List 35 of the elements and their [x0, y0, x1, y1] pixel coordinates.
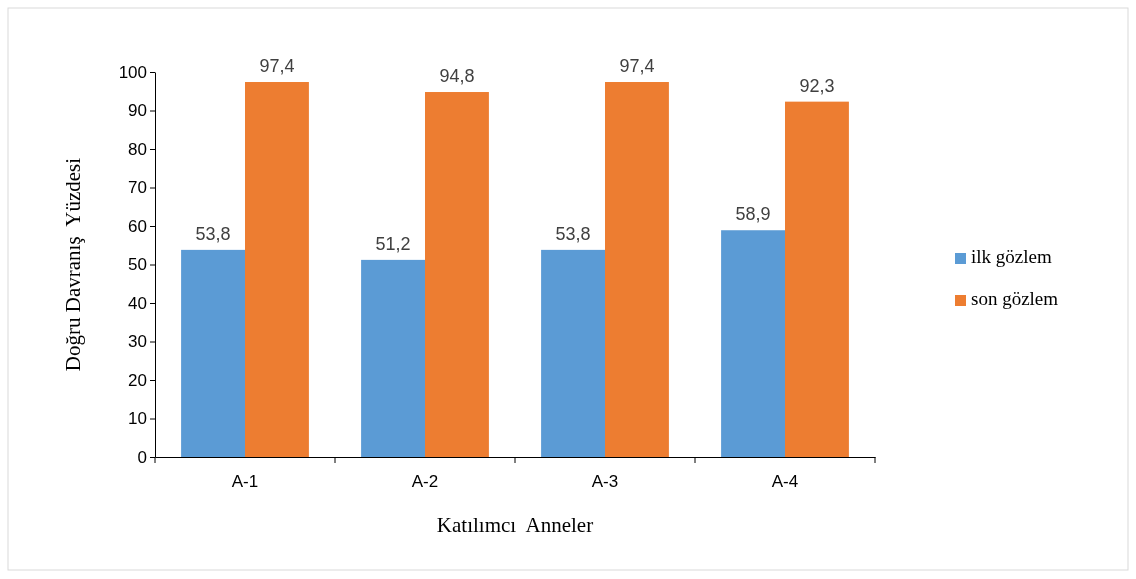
bar — [425, 92, 489, 457]
y-tick-label: 20 — [128, 370, 147, 390]
y-tick-label: 50 — [128, 255, 147, 275]
y-tick-label: 0 — [137, 447, 147, 467]
bar — [541, 249, 605, 457]
y-tick-label: 100 — [118, 62, 147, 82]
y-tick-label: 70 — [128, 178, 147, 198]
data-label: 97,4 — [619, 56, 655, 77]
data-label: 97,4 — [259, 56, 295, 77]
x-tick-label: A-2 — [411, 472, 439, 492]
y-axis-title: Doğru Davranış Yüzdesi — [61, 157, 85, 372]
y-tick-label: 40 — [128, 293, 147, 313]
bar — [361, 259, 425, 457]
y-tick-label: 60 — [128, 216, 147, 236]
x-tick-label: A-1 — [231, 472, 259, 492]
data-label: 51,2 — [375, 233, 411, 254]
x-tick-label: A-3 — [591, 472, 619, 492]
data-label: 94,8 — [439, 66, 475, 87]
y-tick-label: 30 — [128, 332, 147, 352]
bar — [785, 101, 849, 457]
x-axis-title: Katılımcı Anneler — [436, 513, 594, 537]
legend-label: ilk gözlem — [971, 246, 1052, 267]
bar — [245, 82, 309, 457]
data-label: 58,9 — [735, 204, 771, 225]
bar — [181, 249, 245, 457]
data-label: 92,3 — [799, 75, 835, 96]
legend-label: son gözlem — [971, 288, 1059, 309]
bar — [721, 230, 785, 457]
y-tick-label: 90 — [128, 101, 147, 121]
bar — [605, 82, 669, 457]
y-tick-label: 80 — [128, 139, 147, 159]
x-tick-label: A-4 — [771, 472, 799, 492]
y-tick-label: 10 — [128, 409, 147, 429]
data-label: 53,8 — [195, 223, 231, 244]
data-label: 53,8 — [555, 223, 591, 244]
